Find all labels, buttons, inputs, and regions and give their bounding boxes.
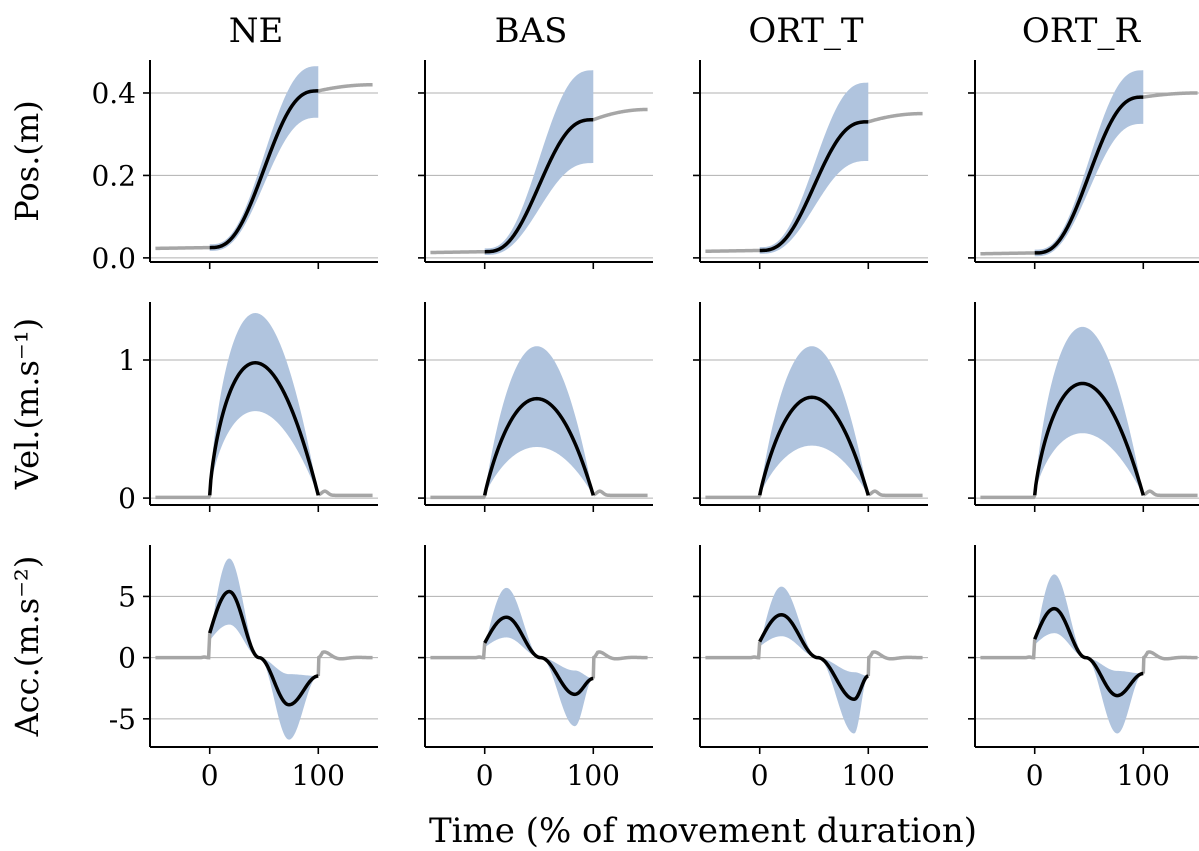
post-movement-line xyxy=(1141,489,1198,498)
post-movement-line xyxy=(316,489,373,498)
panel-vel-ort-t xyxy=(693,302,928,512)
post-movement-line xyxy=(316,650,373,677)
panel-vel-ne: 01 xyxy=(118,302,378,515)
panel-acc-ort-t: 0 100 xyxy=(693,545,928,792)
std-band xyxy=(209,66,319,251)
post-movement-line xyxy=(591,650,648,679)
mean-line xyxy=(208,589,319,707)
pre-movement-line xyxy=(980,494,1037,500)
row-ylabel-acc: Acc.(m.s⁻²) xyxy=(8,556,46,738)
post-movement-line xyxy=(1143,91,1198,99)
std-band xyxy=(484,70,594,255)
mean-line xyxy=(1032,381,1145,496)
pre-movement-line xyxy=(430,494,487,500)
mean-line xyxy=(209,89,319,250)
post-movement-line xyxy=(866,489,923,498)
pre-movement-line xyxy=(980,639,1037,660)
panel-pos-ne: 0.0 0.2 0.4 xyxy=(91,60,378,275)
x-tick-label: 100 xyxy=(567,759,620,792)
x-tick-label: 100 xyxy=(842,759,895,792)
mean-line xyxy=(759,120,869,253)
std-band xyxy=(759,586,869,734)
post-movement-line xyxy=(1141,650,1198,674)
pre-movement-line xyxy=(155,494,212,500)
panel-pos-ort-r xyxy=(968,60,1199,269)
mean-line xyxy=(1034,95,1144,255)
pre-movement-line xyxy=(155,633,212,660)
mean-line xyxy=(757,395,870,496)
pre-movement-line xyxy=(705,494,762,500)
post-movement-line xyxy=(317,82,373,93)
mean-line xyxy=(207,361,320,496)
y-tick-label: 5 xyxy=(118,580,136,613)
std-band xyxy=(1034,574,1144,734)
std-band xyxy=(209,313,319,496)
pre-movement-line xyxy=(705,641,762,660)
y-tick-label: 0 xyxy=(118,642,136,675)
mean-line xyxy=(483,615,594,697)
y-tick-label: 1 xyxy=(118,344,136,377)
pre-movement-line xyxy=(705,248,760,254)
row-ylabel-vel: Vel.(m.s⁻¹) xyxy=(8,318,46,490)
pre-movement-line xyxy=(430,642,487,660)
x-tick-label: 100 xyxy=(292,759,345,792)
column-title-ort-t: ORT_T xyxy=(748,11,864,51)
std-band xyxy=(1034,70,1144,257)
post-movement-line xyxy=(591,489,648,498)
mean-line xyxy=(758,613,869,702)
x-axis-label: Time (% of movement duration) xyxy=(429,811,977,851)
column-title-ort-r: ORT_R xyxy=(1022,11,1142,51)
x-tick-label: 0 xyxy=(201,759,219,792)
panel-pos-ort-t xyxy=(693,60,928,269)
panel-vel-ort-r xyxy=(968,302,1199,512)
std-band xyxy=(484,587,594,727)
post-movement-line xyxy=(867,111,923,124)
std-band xyxy=(484,346,594,496)
std-band xyxy=(1034,326,1144,496)
panel-acc-ort-r: 0 100 xyxy=(968,545,1199,792)
y-tick-label: -5 xyxy=(109,703,136,736)
panel-vel-bas xyxy=(418,302,653,512)
panel-pos-bas xyxy=(418,60,653,269)
post-movement-line xyxy=(866,650,923,677)
post-movement-line xyxy=(592,107,648,122)
mean-line xyxy=(484,118,594,254)
column-title-bas: BAS xyxy=(495,11,568,51)
x-tick-label: 0 xyxy=(751,759,769,792)
mean-line xyxy=(1033,606,1144,698)
std-band xyxy=(759,346,869,496)
row-ylabel-pos: Pos.(m) xyxy=(8,100,46,221)
panel-acc-bas: 0 100 xyxy=(418,545,653,792)
pre-movement-line xyxy=(430,249,485,255)
x-tick-label: 0 xyxy=(1026,759,1044,792)
y-tick-label: 0.4 xyxy=(91,77,136,110)
x-tick-label: 100 xyxy=(1117,759,1170,792)
pre-movement-line xyxy=(155,245,210,251)
y-tick-label: 0.2 xyxy=(91,159,136,192)
std-band xyxy=(759,82,869,254)
y-tick-label: 0.0 xyxy=(91,242,136,275)
column-title-ne: NE xyxy=(229,11,284,51)
y-tick-label: 0 xyxy=(118,482,136,515)
x-tick-label: 0 xyxy=(476,759,494,792)
pre-movement-line xyxy=(980,251,1035,256)
std-band xyxy=(209,558,319,740)
mean-line xyxy=(482,396,595,496)
